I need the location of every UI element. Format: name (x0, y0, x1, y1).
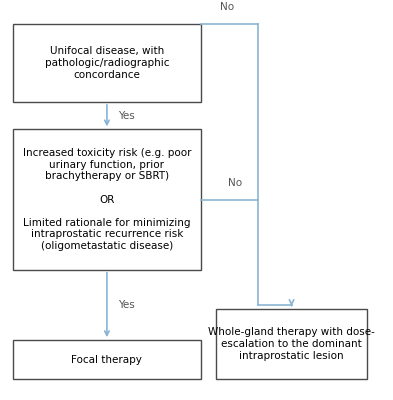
Text: No: No (220, 2, 235, 12)
Text: No: No (228, 178, 242, 188)
Text: Unifocal disease, with
pathologic/radiographic
concordance: Unifocal disease, with pathologic/radiog… (45, 46, 169, 80)
Text: Yes: Yes (118, 111, 135, 121)
Text: Whole-gland therapy with dose-
escalation to the dominant
intraprostatic lesion: Whole-gland therapy with dose- escalatio… (208, 327, 375, 360)
FancyBboxPatch shape (13, 129, 201, 270)
FancyBboxPatch shape (13, 340, 201, 379)
FancyBboxPatch shape (13, 24, 201, 102)
Text: Increased toxicity risk (e.g. poor
urinary function, prior
brachytherapy or SBRT: Increased toxicity risk (e.g. poor urina… (23, 148, 191, 251)
Text: Yes: Yes (118, 300, 135, 310)
FancyBboxPatch shape (216, 309, 367, 379)
Text: Focal therapy: Focal therapy (72, 354, 142, 364)
